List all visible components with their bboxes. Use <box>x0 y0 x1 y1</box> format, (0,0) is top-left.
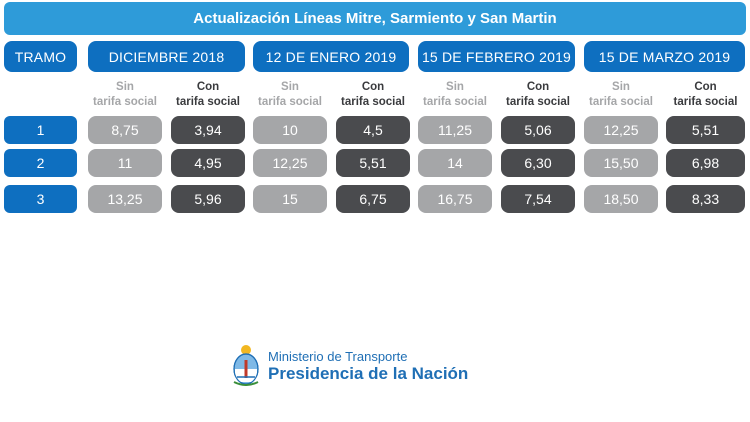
page-title: Actualización Líneas Mitre, Sarmiento y … <box>4 2 746 35</box>
period-header-mar-2019: 15 DE MARZO 2019 <box>584 41 745 72</box>
fare-sin-tarifa-cell: 11 <box>88 149 162 177</box>
fare-con-tarifa-cell: 6,30 <box>501 149 575 177</box>
footer-presidencia: Presidencia de la Nación <box>268 364 469 383</box>
fare-sin-tarifa-cell: 8,75 <box>88 116 162 144</box>
fare-con-tarifa-cell: 8,33 <box>666 185 745 213</box>
fare-con-tarifa-cell: 5,51 <box>666 116 745 144</box>
fare-con-tarifa-cell: 6,75 <box>336 185 410 213</box>
sin-tarifa-label: Sin tarifa social <box>423 81 487 108</box>
sin-tarifa-label: Sin tarifa social <box>93 81 157 108</box>
fare-sin-tarifa-cell: 13,25 <box>88 185 162 213</box>
fare-sin-tarifa-cell: 14 <box>418 149 492 177</box>
fare-sin-tarifa-cell: 15,50 <box>584 149 658 177</box>
argentina-coat-of-arms-icon <box>233 345 259 386</box>
tramo-header: TRAMO <box>4 41 77 72</box>
fare-con-tarifa-cell: 6,98 <box>666 149 745 177</box>
fare-con-tarifa-cell: 5,51 <box>336 149 410 177</box>
tramo-cell-2: 2 <box>4 149 77 177</box>
fare-sin-tarifa-cell: 18,50 <box>584 185 658 213</box>
fare-con-tarifa-cell: 5,06 <box>501 116 575 144</box>
tramo-cell-3: 3 <box>4 185 77 213</box>
fare-con-tarifa-cell: 4,95 <box>171 149 245 177</box>
fare-sin-tarifa-cell: 15 <box>253 185 327 213</box>
fare-sin-tarifa-cell: 12,25 <box>253 149 327 177</box>
fare-con-tarifa-cell: 5,96 <box>171 185 245 213</box>
con-tarifa-label: Con tarifa social <box>673 81 738 108</box>
footer-ministerio: Ministerio de Transporte <box>268 349 408 364</box>
con-tarifa-label: Con tarifa social <box>341 81 405 108</box>
sin-tarifa-label: Sin tarifa social <box>589 81 653 108</box>
fare-con-tarifa-cell: 4,5 <box>336 116 410 144</box>
period-header-dic-2018: DICIEMBRE 2018 <box>88 41 245 72</box>
period-header-ene-2019: 12 DE ENERO 2019 <box>253 41 409 72</box>
fare-sin-tarifa-cell: 10 <box>253 116 327 144</box>
fare-sin-tarifa-cell: 16,75 <box>418 185 492 213</box>
ministerio-logo: Ministerio de Transporte Presidencia de … <box>230 344 490 390</box>
con-tarifa-label: Con tarifa social <box>176 81 240 108</box>
fare-sin-tarifa-cell: 11,25 <box>418 116 492 144</box>
con-tarifa-label: Con tarifa social <box>506 81 570 108</box>
sin-tarifa-label: Sin tarifa social <box>258 81 322 108</box>
fare-con-tarifa-cell: 3,94 <box>171 116 245 144</box>
fare-sin-tarifa-cell: 12,25 <box>584 116 658 144</box>
tramo-cell-1: 1 <box>4 116 77 144</box>
fare-con-tarifa-cell: 7,54 <box>501 185 575 213</box>
period-header-feb-2019: 15 DE FEBRERO 2019 <box>418 41 575 72</box>
